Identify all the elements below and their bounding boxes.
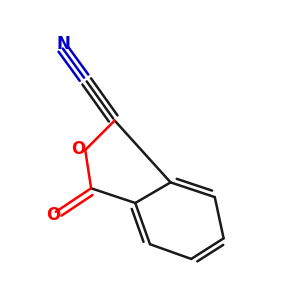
Text: O: O: [71, 140, 85, 158]
Text: N: N: [56, 35, 70, 53]
Text: O: O: [46, 206, 60, 224]
